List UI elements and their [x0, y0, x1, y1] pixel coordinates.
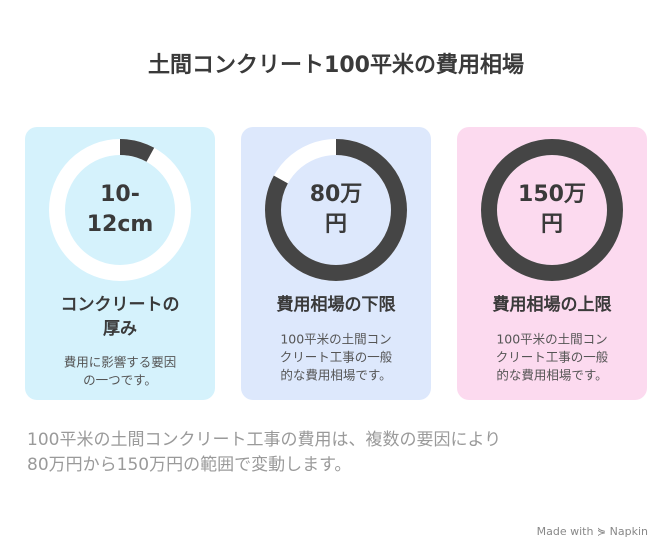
card [241, 127, 431, 400]
card-description: 的な費用相場です。 [496, 368, 607, 383]
ring-value: 80万 [310, 182, 363, 207]
card-description: 100平米の土間コン [496, 332, 607, 347]
card [25, 127, 215, 400]
card-description: の一つです。 [83, 373, 157, 388]
card-title: 費用相場の下限 [277, 294, 396, 315]
card-description: 的な費用相場です。 [280, 368, 391, 383]
ring-fill [265, 139, 407, 281]
ring-value: 10- [100, 182, 140, 207]
card-title: 費用相場の上限 [493, 294, 612, 315]
ring-value: 12cm [87, 212, 154, 237]
ring-fill [49, 139, 191, 281]
title: 土間コンクリート100平米の費用相場 [148, 53, 524, 78]
card-description: 100平米の土間コン [280, 332, 391, 347]
footer: Made with ⋟ Napkin [537, 525, 648, 538]
card-title: 厚み [103, 319, 137, 339]
ring-fill [481, 139, 623, 281]
ring-value: 150万 [518, 182, 586, 207]
summary: 80万円から150万円の範囲で変動します。 [27, 455, 351, 475]
summary: 100平米の土間コンクリート工事の費用は、複数の要因により [27, 430, 501, 450]
ring-value: 円 [541, 212, 563, 237]
card [457, 127, 647, 400]
card-description: 費用に影響する要因 [64, 355, 177, 370]
card-description: クリート工事の一般 [496, 350, 609, 365]
card-title: コンクリートの [61, 295, 180, 315]
ring-value: 円 [325, 212, 347, 237]
card-description: クリート工事の一般 [280, 350, 393, 365]
